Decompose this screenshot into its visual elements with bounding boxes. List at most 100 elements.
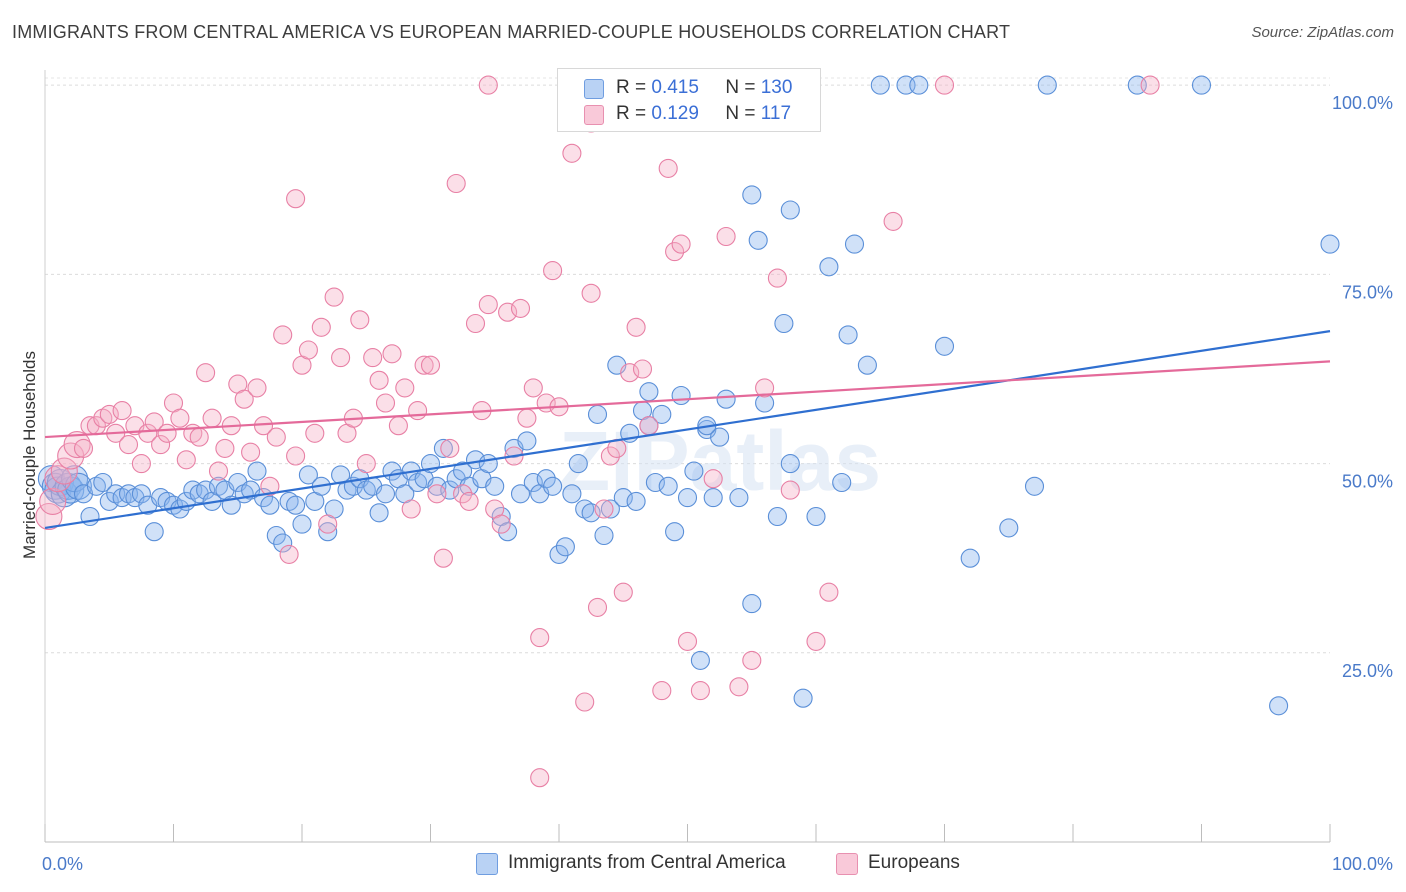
- point-europeans-85: [594, 499, 614, 519]
- point-europeans-110: [1140, 75, 1160, 95]
- point-europeans-32: [241, 442, 261, 462]
- point-central-america-131: [1191, 75, 1212, 95]
- x-tick-label-max: 100.0%: [1332, 854, 1393, 874]
- point-europeans-101: [729, 677, 749, 697]
- legend-swatch-europeans: [584, 105, 604, 125]
- point-central-america-119: [819, 257, 839, 277]
- point-central-america-128: [999, 518, 1019, 538]
- n-value: 117: [760, 103, 792, 124]
- point-europeans-65: [453, 484, 473, 504]
- gridlines: [45, 77, 1330, 654]
- point-europeans-45: [324, 287, 344, 307]
- point-europeans-102: [742, 650, 762, 670]
- point-central-america-84: [555, 537, 575, 557]
- series-central-america-points: [37, 75, 1340, 716]
- point-europeans-97: [677, 631, 698, 651]
- point-central-america-13: [99, 491, 119, 511]
- point-central-america-86: [568, 454, 588, 474]
- point-central-america-126: [934, 336, 955, 356]
- point-central-america-75: [498, 522, 518, 542]
- point-europeans-67: [465, 313, 486, 334]
- point-central-america-121: [838, 325, 858, 345]
- point-europeans-98: [690, 681, 710, 701]
- point-central-america-103: [677, 488, 698, 508]
- point-europeans-57: [401, 499, 421, 519]
- point-central-america-132: [1269, 696, 1289, 716]
- point-europeans-86: [600, 446, 620, 466]
- point-central-america-77: [510, 484, 531, 504]
- point-central-america-42: [286, 495, 306, 515]
- point-europeans-99: [703, 469, 723, 489]
- point-europeans-49: [350, 310, 370, 330]
- point-europeans-36: [266, 427, 286, 447]
- point-central-america-111: [742, 594, 762, 614]
- point-central-america-40: [273, 533, 293, 553]
- point-europeans-72: [498, 302, 518, 322]
- point-europeans-105: [780, 480, 800, 500]
- point-europeans-50: [356, 454, 376, 474]
- point-europeans-27: [208, 461, 229, 481]
- legend-swatch-central-america: [584, 79, 604, 99]
- point-europeans-107: [819, 582, 839, 602]
- point-central-america-12: [93, 472, 113, 493]
- y-tick-label: 100.0%: [1332, 93, 1393, 113]
- point-europeans-19: [157, 423, 177, 443]
- point-europeans-81: [562, 143, 582, 163]
- point-europeans-82: [575, 692, 595, 712]
- point-europeans-25: [196, 363, 216, 383]
- point-europeans-37: [273, 325, 293, 345]
- point-europeans-64: [446, 173, 466, 194]
- point-europeans-33: [247, 378, 267, 398]
- point-europeans-13: [118, 435, 139, 455]
- point-central-america-78: [517, 431, 537, 451]
- point-central-america-93: [613, 488, 633, 508]
- point-europeans-94: [658, 158, 678, 178]
- point-central-america-73: [485, 476, 505, 496]
- point-europeans-62: [433, 548, 453, 568]
- point-central-america-122: [844, 234, 865, 254]
- point-central-america-116: [780, 454, 800, 474]
- x-tick-label-min: 0.0%: [42, 854, 83, 874]
- chart-source: Source: ZipAtlas.com: [1251, 24, 1394, 41]
- point-central-america-91: [600, 499, 620, 519]
- point-europeans-91: [632, 359, 653, 379]
- point-central-america-108: [710, 427, 730, 447]
- point-central-america-72: [478, 454, 498, 474]
- point-europeans-112: [478, 75, 498, 95]
- point-central-america-56: [375, 484, 396, 504]
- r-value: 0.129: [651, 103, 699, 124]
- point-europeans-18: [151, 435, 171, 455]
- trend-lines: [44, 330, 1331, 529]
- point-europeans-54: [382, 344, 402, 364]
- point-europeans-59: [414, 355, 434, 375]
- point-europeans-113: [286, 189, 306, 209]
- y-tick-label: 25.0%: [1342, 661, 1393, 681]
- point-central-america-137: [780, 200, 800, 220]
- point-europeans-26: [202, 408, 222, 428]
- point-europeans-10: [99, 404, 119, 424]
- point-europeans-108: [883, 211, 903, 231]
- n-label: N =: [725, 77, 756, 98]
- point-europeans-75: [517, 408, 537, 428]
- point-europeans-66: [459, 491, 479, 511]
- point-central-america-99: [652, 404, 672, 424]
- point-europeans-92: [639, 416, 659, 436]
- point-central-america-118: [806, 506, 826, 527]
- point-europeans-69: [478, 295, 498, 315]
- point-central-america-100: [658, 476, 678, 496]
- point-europeans-53: [375, 393, 396, 413]
- legend-label-central-america: Immigrants from Central America: [508, 852, 786, 873]
- point-europeans-77: [530, 628, 550, 648]
- tick-labels: 25.0% 50.0% 75.0% 100.0% 0.0% 100.0%: [42, 93, 1393, 874]
- point-europeans-61: [427, 484, 447, 504]
- point-central-america-82: [543, 476, 563, 496]
- point-central-america-83: [549, 544, 569, 564]
- legend-swatch-europeans: [836, 853, 858, 875]
- point-central-america-28: [196, 480, 216, 500]
- series-legend: Immigrants from Central America European…: [0, 852, 1406, 878]
- point-central-america-117: [793, 688, 813, 708]
- point-europeans-44: [318, 514, 338, 534]
- r-value: 0.415: [651, 77, 699, 98]
- point-europeans-95: [665, 242, 685, 262]
